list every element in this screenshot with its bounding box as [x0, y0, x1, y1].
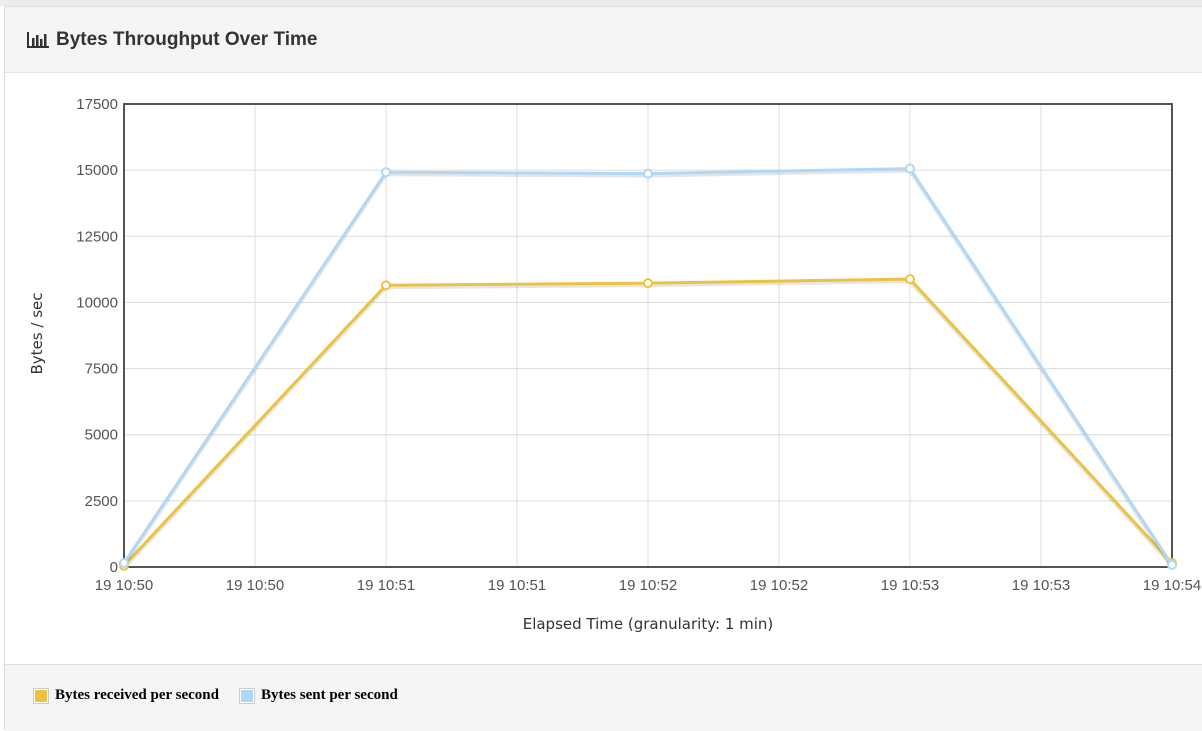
throughput-panel: Bytes Throughput Over Time 0 2500 5000 7500…	[4, 6, 1202, 731]
chart-legend-footer: Bytes received per second Bytes sent per…	[5, 664, 1202, 731]
x-tick-label: 19 10:53	[1012, 577, 1070, 594]
y-tick-label: 7500	[85, 361, 118, 378]
bar-chart-icon	[27, 31, 49, 48]
x-tick-label: 19 10:52	[750, 577, 808, 594]
data-point-received	[381, 280, 391, 291]
legend-item-sent[interactable]: Bytes sent per second	[239, 687, 398, 704]
y-tick-label: 5000	[85, 427, 118, 444]
x-tick-label: 19 10:53	[881, 577, 939, 594]
panel-heading: Bytes Throughput Over Time	[5, 7, 1202, 73]
data-point-sent	[119, 558, 129, 569]
y-tick-label: 12500	[76, 228, 118, 245]
x-tick-label: 19 10:50	[226, 577, 284, 594]
data-point-sent	[905, 163, 915, 174]
y-tick-label: 0	[110, 559, 118, 576]
chart-legend: Bytes received per second Bytes sent per…	[33, 687, 418, 704]
data-point-sent	[1167, 559, 1177, 570]
x-tick-label: 19 10:51	[488, 577, 546, 594]
y-tick-label: 15000	[76, 162, 118, 179]
data-point-received	[905, 274, 915, 285]
x-tick-label: 19 10:50	[95, 577, 153, 594]
legend-item-received[interactable]: Bytes received per second	[33, 687, 219, 704]
y-tick-label: 17500	[76, 96, 118, 113]
x-axis-title: Elapsed Time (granularity: 1 min)	[523, 615, 774, 633]
data-point-received	[643, 278, 653, 289]
panel-title: Bytes Throughput Over Time	[56, 28, 318, 50]
x-tick-label: 19 10:54	[1143, 577, 1201, 594]
top-band	[0, 0, 1202, 6]
x-tick-label: 19 10:52	[619, 577, 677, 594]
plot-frame	[123, 103, 1173, 568]
y-tick-label: 2500	[85, 493, 118, 510]
data-point-sent	[381, 167, 391, 178]
y-axis-title: Bytes / sec	[28, 293, 46, 375]
legend-swatch-received	[33, 687, 49, 704]
legend-label-received: Bytes received per second	[55, 687, 219, 703]
legend-label-sent: Bytes sent per second	[261, 687, 398, 703]
y-tick-label: 10000	[76, 294, 118, 311]
legend-swatch-sent	[239, 687, 255, 704]
data-point-sent	[643, 168, 653, 179]
x-tick-label: 19 10:51	[357, 577, 415, 594]
